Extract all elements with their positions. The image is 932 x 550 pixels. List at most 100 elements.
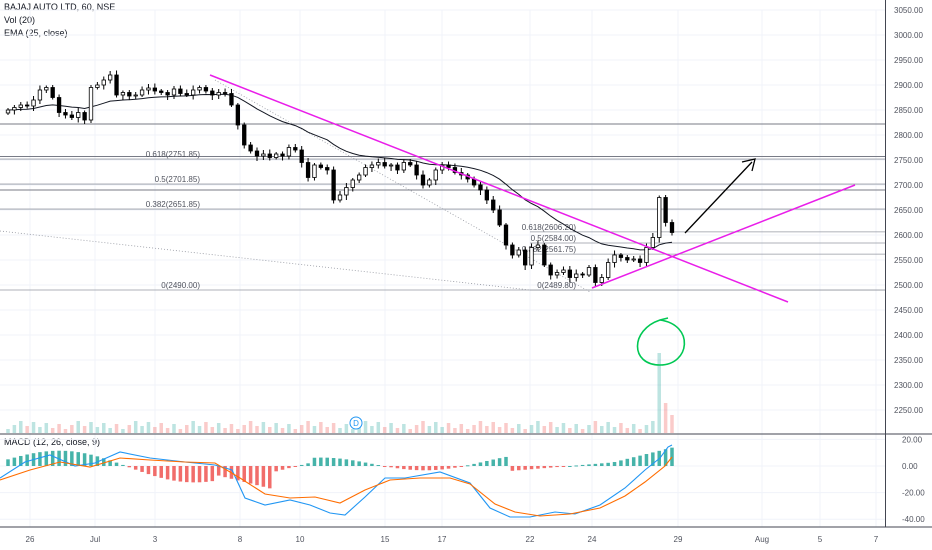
- volume-bar: [197, 426, 202, 433]
- volume-bar: [351, 429, 355, 433]
- macd-histogram-bar: [63, 450, 68, 466]
- price-axis-tick-label: 2300.00: [894, 381, 923, 390]
- fib-level-label: 0.618(2606.20): [522, 223, 577, 232]
- price-axis-tick-label: 2950.00: [894, 56, 923, 65]
- macd-histogram-bar: [204, 466, 208, 482]
- candle: [286, 147, 292, 157]
- volume-bar: [44, 423, 49, 433]
- macd-histogram-bar: [38, 452, 42, 466]
- volume-bar: [440, 427, 444, 433]
- candle: [273, 153, 279, 158]
- volume-bar: [242, 425, 246, 433]
- macd-histogram-bar: [414, 466, 419, 471]
- volume-bar: [580, 429, 585, 433]
- candle: [5, 109, 11, 114]
- price-axis-tick-label: 2700.00: [894, 181, 923, 190]
- macd-histogram-bar: [625, 458, 630, 466]
- fib-level-label: 0.382(2651.85): [146, 200, 201, 209]
- volume-bar: [472, 425, 476, 433]
- candle: [261, 153, 266, 157]
- macd-histogram-bar: [517, 466, 521, 471]
- candle: [427, 179, 432, 186]
- candle: [31, 99, 36, 107]
- volume-bar: [325, 427, 329, 433]
- candle: [548, 264, 553, 276]
- macd-histogram-bar: [185, 466, 189, 483]
- macd-histogram-bar: [548, 466, 553, 468]
- macd-histogram-bar: [504, 456, 508, 466]
- candle: [127, 92, 132, 97]
- fib-level-label: 0(2489.80): [537, 281, 576, 290]
- volume-bar: [223, 428, 227, 433]
- price-axis-tick-label: 2850.00: [894, 106, 923, 115]
- macd-histogram-bar: [542, 466, 547, 469]
- volume-bar: [319, 422, 323, 433]
- volume-bar: [185, 425, 189, 433]
- macd-histogram-bar: [223, 466, 227, 478]
- candle: [478, 184, 483, 191]
- candle: [107, 74, 113, 81]
- candle: [484, 189, 490, 201]
- candle: [152, 87, 158, 92]
- volume-bar: [172, 424, 176, 433]
- volume-bar: [25, 426, 29, 433]
- macd-histogram-bar: [382, 466, 387, 467]
- fib-level-label: 0.5(2584.00): [531, 234, 577, 243]
- candle: [114, 74, 119, 96]
- macd-histogram-bar: [146, 466, 151, 475]
- macd-histogram-bar: [555, 466, 559, 468]
- price-axis-tick-label: 3050.00: [894, 6, 923, 15]
- candle: [650, 237, 656, 248]
- candle: [388, 164, 394, 167]
- candle: [222, 92, 228, 94]
- candle: [95, 84, 100, 88]
- volume-bar: [70, 425, 74, 433]
- volume-bar: [644, 425, 649, 433]
- macd-histogram-bar: [216, 466, 221, 476]
- volume-bar: [465, 429, 470, 433]
- candle: [408, 162, 413, 166]
- macd-histogram-bar: [472, 463, 476, 466]
- volume-bar: [453, 428, 457, 433]
- ema-legend: EMA (25, close): [4, 28, 68, 38]
- volume-bar: [478, 421, 483, 433]
- volume-bar: [370, 426, 374, 433]
- volume-bar: [280, 428, 285, 433]
- candle: [542, 244, 547, 266]
- volume-bar: [204, 422, 208, 433]
- candle: [18, 104, 23, 108]
- macd-histogram-bar: [191, 466, 195, 483]
- volume-bar: [140, 426, 144, 433]
- macd-histogram-bar: [395, 466, 400, 469]
- candle: [663, 197, 668, 223]
- macd-legend: MACD (12, 26, close, 9): [4, 437, 101, 447]
- candle: [561, 269, 566, 273]
- volume-bar: [612, 427, 617, 433]
- macd-histogram-bar: [351, 460, 355, 466]
- down-trendline: [209, 74, 789, 303]
- ema-line: [7, 93, 673, 251]
- macd-axis-tick-label: -20.00: [902, 489, 925, 498]
- dividend-marker-label: D: [353, 419, 359, 428]
- candle: [267, 153, 272, 158]
- time-axis-tick-label: 10: [296, 535, 305, 544]
- candle: [159, 90, 164, 93]
- fib-level-label: 0.382(2561.75): [522, 245, 577, 254]
- candle: [325, 167, 330, 171]
- macd-histogram-bar: [153, 466, 157, 477]
- candle: [133, 94, 138, 97]
- macd-histogram-bar: [50, 450, 55, 466]
- macd-axis-tick-label: 0.00: [902, 462, 918, 471]
- volume-bar: [95, 427, 100, 433]
- volume-bar: [268, 427, 272, 433]
- volume-bar: [274, 423, 278, 433]
- volume-bar: [663, 403, 668, 433]
- macd-histogram-bar: [95, 456, 100, 466]
- volume-bar: [638, 429, 642, 433]
- volume-bar: [421, 421, 425, 433]
- volume-bar: [363, 421, 368, 433]
- macd-histogram-bar: [344, 459, 349, 466]
- macd-histogram-bar: [446, 466, 451, 469]
- macd-histogram-bar: [331, 458, 336, 466]
